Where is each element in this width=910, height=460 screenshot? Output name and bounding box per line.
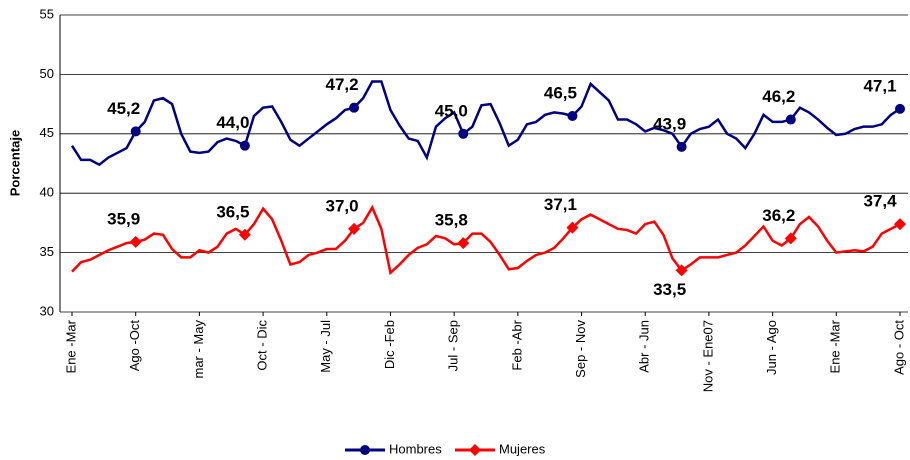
series-line	[71, 204, 901, 276]
point	[895, 103, 905, 114]
point	[785, 114, 796, 125]
data-label: 44,0	[216, 113, 249, 132]
y-axis-title: Porcentaje	[7, 130, 22, 196]
point	[239, 140, 250, 151]
point	[784, 232, 797, 245]
point	[469, 444, 481, 456]
point	[238, 228, 251, 241]
y-tick-label: 50	[40, 66, 54, 81]
point	[457, 237, 470, 250]
x-tick-label: Dic -Feb	[382, 320, 397, 369]
data-label: 33,5	[653, 280, 686, 299]
y-tick-label: 40	[40, 185, 54, 200]
data-label: 45,2	[107, 99, 140, 118]
point	[348, 222, 361, 235]
x-tick-label: May - Jul	[318, 320, 333, 373]
y-tick-label: 45	[40, 125, 54, 140]
point	[566, 221, 579, 234]
data-label: 35,8	[435, 211, 468, 230]
data-label: 47,2	[326, 75, 359, 94]
legend-label: Mujeres	[499, 441, 546, 456]
data-label: 43,9	[653, 114, 686, 133]
x-tick-label: Jul - Sep	[446, 320, 461, 371]
y-tick-label: 55	[40, 6, 54, 21]
point	[567, 110, 578, 121]
x-tick-label: mar - May	[191, 320, 206, 379]
data-label: 37,1	[544, 195, 577, 214]
data-label: 37,4	[863, 192, 897, 211]
x-tick-label: Ene -Mar	[828, 319, 843, 373]
point	[360, 445, 370, 455]
x-tick-label: Jun - Ago	[764, 320, 779, 375]
point	[129, 235, 142, 248]
data-label: 36,2	[762, 206, 795, 225]
point	[458, 128, 469, 139]
x-tick-label: Feb -Abr	[509, 319, 524, 370]
point	[675, 264, 688, 277]
series-line	[70, 80, 901, 167]
data-label: 35,9	[107, 209, 140, 228]
x-tick-label: Sep - Nov	[573, 320, 588, 378]
x-tick-label: Abr - Jun	[637, 320, 652, 373]
y-tick-label: 30	[40, 303, 54, 318]
data-label: 37,0	[326, 196, 359, 215]
data-label: 47,1	[863, 76, 896, 95]
x-tick-label: Nov - Ene07	[700, 320, 715, 392]
x-tick-label: Ene -Mar	[63, 319, 78, 373]
x-tick-label: Ago - Oct	[891, 320, 906, 375]
data-label: 46,2	[762, 87, 795, 106]
point	[676, 141, 687, 152]
data-label: 45,0	[435, 101, 468, 120]
point	[349, 102, 360, 113]
y-tick-label: 35	[40, 244, 54, 259]
legend-label: Hombres	[389, 441, 442, 456]
point	[894, 218, 906, 231]
point	[130, 126, 141, 137]
data-label: 46,5	[544, 83, 577, 102]
data-label: 36,5	[216, 202, 249, 221]
x-tick-label: Oct - Dic	[255, 320, 270, 371]
x-tick-label: Ago -Oct	[127, 320, 142, 372]
